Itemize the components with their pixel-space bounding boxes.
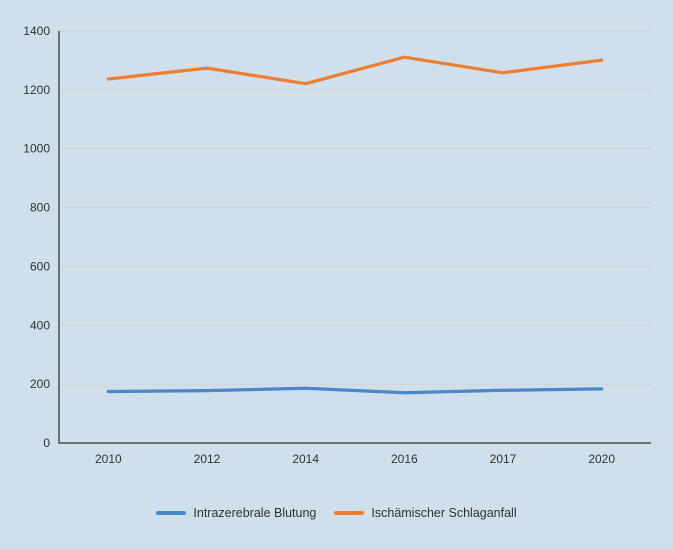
y-tick-label-200: 200 [30, 377, 50, 391]
x-tick-label-2020: 2020 [588, 452, 615, 466]
y-tick-label-1400: 1400 [23, 24, 50, 38]
y-tick-label-0: 0 [43, 436, 50, 450]
y-tick-label-600: 600 [30, 259, 50, 273]
legend-swatch-icon [156, 511, 187, 515]
x-tick-label-2017: 2017 [490, 452, 517, 466]
x-tick-label-2010: 2010 [95, 452, 122, 466]
legend-label: Ischämischer Schlaganfall [371, 506, 517, 520]
legend-swatch-icon [334, 511, 365, 515]
x-tick-label-2016: 2016 [391, 452, 418, 466]
axis-lines [58, 31, 651, 444]
legend-item-1: Ischämischer Schlaganfall [334, 506, 517, 520]
x-tick-label-2014: 2014 [292, 452, 319, 466]
y-tick-label-1200: 1200 [23, 83, 50, 97]
y-tick-label-800: 800 [30, 201, 50, 215]
legend-label: Intrazerebrale Blutung [193, 506, 317, 520]
y-tick-label-1000: 1000 [23, 142, 50, 156]
x-tick-label-2012: 2012 [194, 452, 221, 466]
legend: Intrazerebrale Blutung Ischämischer Schla… [0, 506, 673, 520]
legend-item-0: Intrazerebrale Blutung [156, 506, 316, 520]
series-line-0 [106, 386, 604, 395]
y-tick-label-400: 400 [30, 318, 50, 332]
plot-area: 0 200 400 600 800 1000 1200 1400 2010 2012 2014 201… [23, 24, 651, 466]
series-line-1 [106, 55, 604, 86]
